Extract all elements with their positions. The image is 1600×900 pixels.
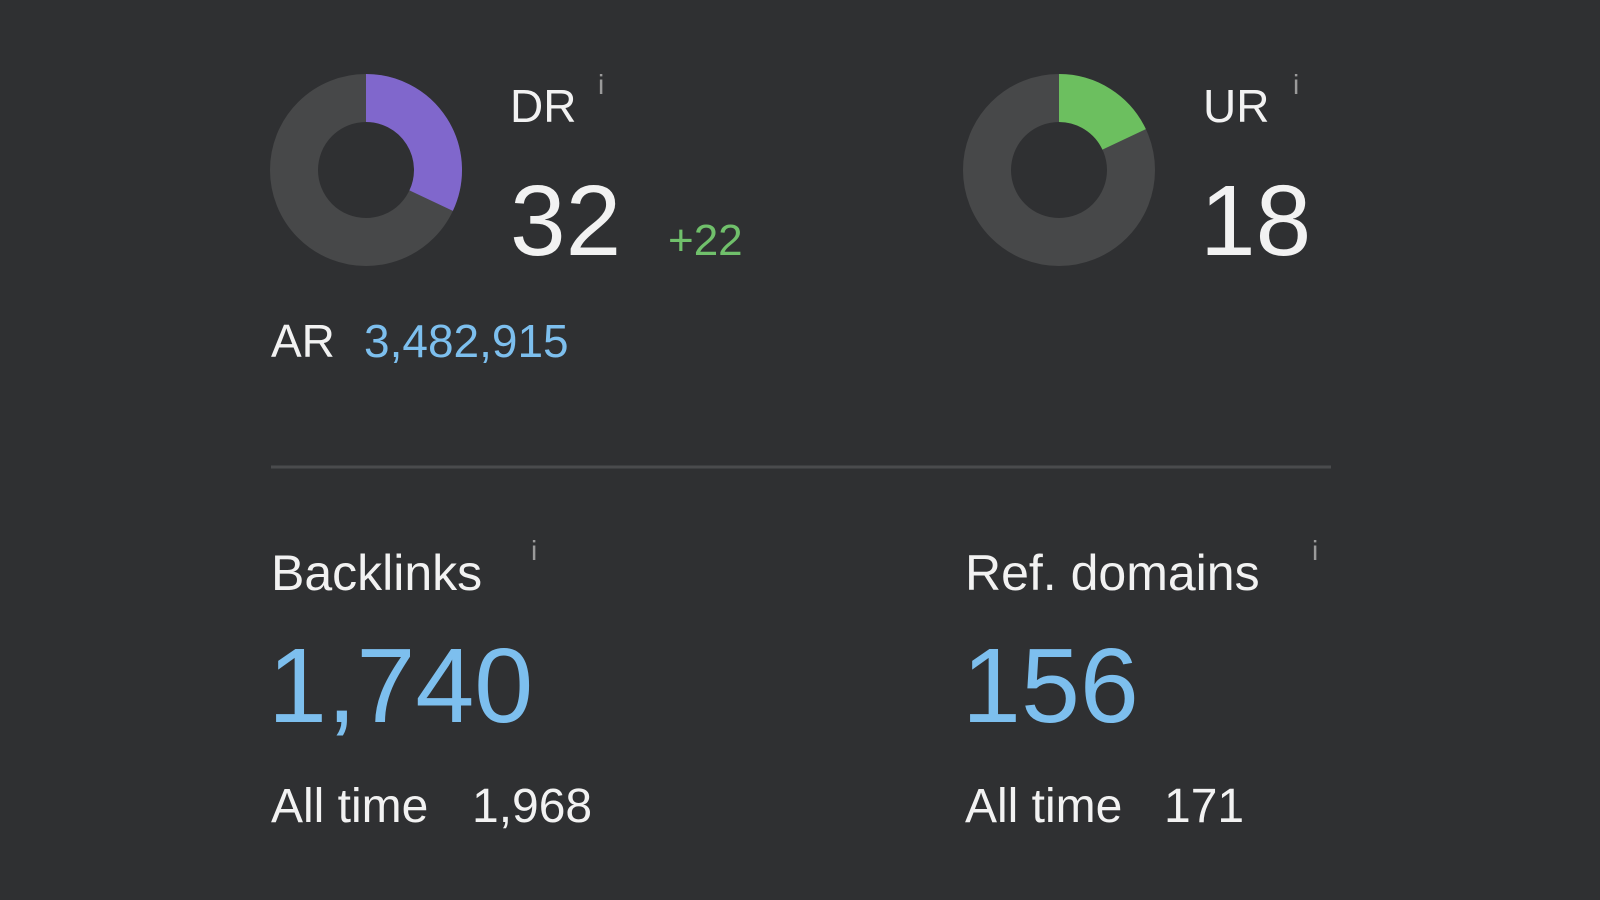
ref-domains-all-time: 171 (1164, 780, 1244, 833)
dr-donut (364, 74, 462, 211)
all-time-label: All time (965, 780, 1122, 833)
dr-value: 32 (510, 165, 621, 277)
donut-arc (1057, 74, 1146, 151)
ref-domains-label: Ref. domains (965, 545, 1260, 601)
backlinks-all-time: 1,968 (472, 780, 592, 833)
dr-label: DR (510, 80, 576, 132)
dr-change: +22 (668, 216, 743, 265)
ar-value: 3,482,915 (364, 315, 569, 367)
info-icon[interactable]: i (531, 535, 537, 566)
backlinks-label: Backlinks (271, 545, 482, 601)
ur-label: UR (1203, 80, 1269, 132)
donut-arc (364, 74, 462, 211)
info-icon[interactable]: i (1293, 69, 1299, 100)
ur-donut (1057, 74, 1146, 151)
info-icon[interactable]: i (1312, 535, 1318, 566)
ur-value: 18 (1200, 165, 1311, 277)
ar-label: AR (271, 315, 335, 367)
ref-domains-value: 156 (962, 627, 1139, 745)
backlinks-value: 1,740 (268, 627, 533, 745)
all-time-label: All time (271, 780, 428, 833)
info-icon[interactable]: i (598, 69, 604, 100)
